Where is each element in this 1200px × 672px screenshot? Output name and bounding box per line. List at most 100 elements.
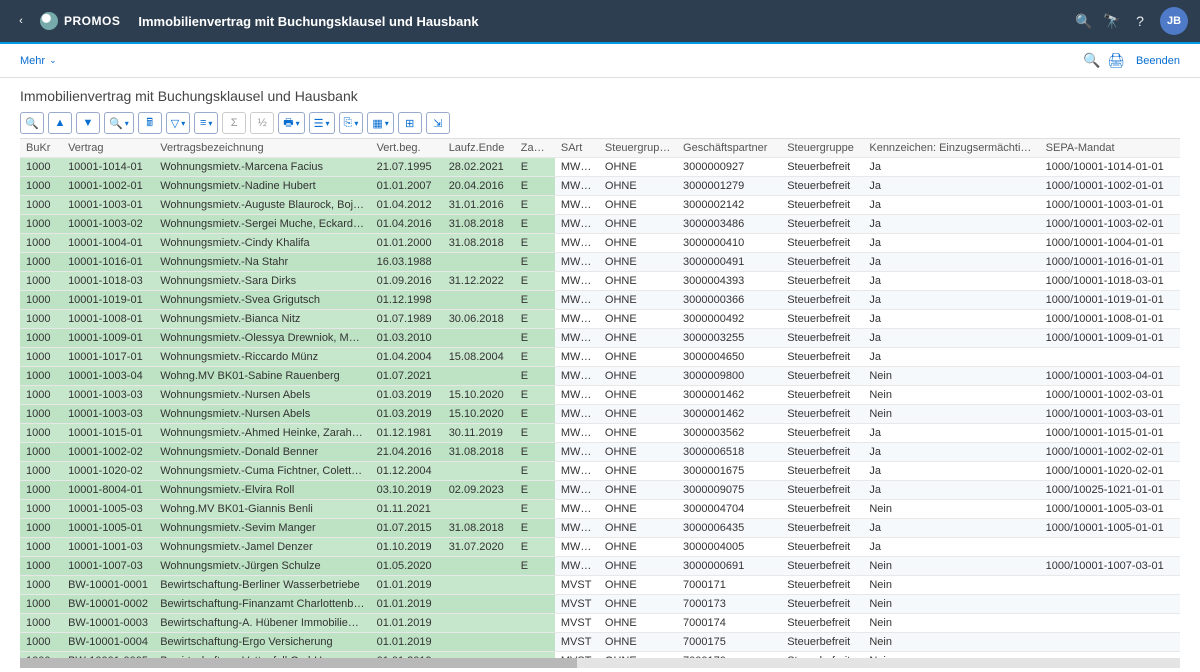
cell-ende: 31.07.2020	[443, 538, 515, 557]
toolbar-button-6[interactable]: ≡▾	[194, 112, 218, 134]
brand-logo[interactable]: PROMOS	[40, 12, 120, 30]
table-row[interactable]: 100010001-1008-01Wohnungsmietv.-Bianca N…	[20, 310, 1180, 329]
chevron-down-icon: ▾	[208, 119, 212, 128]
table-row[interactable]: 100010001-1007-03Wohnungsmietv.-Jürgen S…	[20, 557, 1180, 576]
cell-ende: 31.01.2016	[443, 196, 515, 215]
table-row[interactable]: 100010001-1002-01Wohnungsmietv.-Nadine H…	[20, 177, 1180, 196]
col-header-vertrag[interactable]: Vertrag	[62, 139, 154, 158]
more-menu[interactable]: Mehr ⌄	[20, 55, 57, 67]
col-header-ende[interactable]: Laufz.Ende	[443, 139, 515, 158]
binoculars-icon[interactable]: 🔭	[1098, 13, 1126, 30]
table-row[interactable]: 100010001-1009-01Wohnungsmietv.-Olessya …	[20, 329, 1180, 348]
col-header-sepa[interactable]: SEPA-Mandat	[1040, 139, 1180, 158]
toolbar-button-3[interactable]: 🔍▾	[104, 112, 134, 134]
cell-bukr: 1000	[20, 576, 62, 595]
toolbar-button-11[interactable]: ⎘▾	[339, 112, 364, 134]
cell-vertrag: BW-10001-0001	[62, 576, 154, 595]
table-row[interactable]: 100010001-1019-01Wohnungsmietv.-Svea Gri…	[20, 291, 1180, 310]
cell-beg: 01.01.2007	[371, 177, 443, 196]
cell-zahlw	[515, 633, 555, 652]
chevron-down-icon: ⌄	[49, 55, 57, 66]
toolbar-button-13[interactable]: ⊞	[398, 112, 422, 134]
col-header-sg1[interactable]: Steuergruppe	[599, 139, 677, 158]
cell-sg2: Steuerbefreit	[781, 386, 863, 405]
table-row[interactable]: 100010001-1002-02Wohnungsmietv.-Donald B…	[20, 443, 1180, 462]
toolbar-button-0[interactable]: 🔍	[20, 112, 44, 134]
cell-sart: MWST	[555, 196, 599, 215]
toolbar-button-14[interactable]: ⇲	[426, 112, 450, 134]
avatar[interactable]: JB	[1160, 7, 1188, 35]
col-header-bez[interactable]: Vertragsbezeichnung	[154, 139, 370, 158]
col-header-sart[interactable]: SArt	[555, 139, 599, 158]
cell-bez: Wohnungsmietv.-Bianca Nitz	[154, 310, 370, 329]
cell-sg1: OHNE	[599, 500, 677, 519]
cell-zahlw: E	[515, 519, 555, 538]
toolbar-button-2[interactable]: ▼	[76, 112, 100, 134]
col-header-kz[interactable]: Kennzeichen: Einzugsermächtigung	[863, 139, 1039, 158]
cell-beg: 01.01.2019	[371, 652, 443, 659]
table-row[interactable]: 100010001-1016-01Wohnungsmietv.-Na Stahr…	[20, 253, 1180, 272]
table-row[interactable]: 100010001-1003-02Wohnungsmietv.-Sergei M…	[20, 215, 1180, 234]
table-row[interactable]: 100010001-1015-01Wohnungsmietv.-Ahmed He…	[20, 424, 1180, 443]
cell-sepa	[1040, 652, 1180, 659]
cell-bez: Wohnungsmietv.-Auguste Blaurock, Bojana …	[154, 196, 370, 215]
cell-sg2: Steuerbefreit	[781, 196, 863, 215]
cell-bukr: 1000	[20, 633, 62, 652]
cell-sart: MWST	[555, 367, 599, 386]
toolbar-button-1[interactable]: ▲	[48, 112, 72, 134]
toolbar-button-10[interactable]: ☰▾	[309, 112, 335, 134]
table-row[interactable]: 1000BW-10001-0004Bewirtschaftung-Ergo Ve…	[20, 633, 1180, 652]
cell-bukr: 1000	[20, 215, 62, 234]
toolbar-button-9[interactable]: 🖶▾	[278, 112, 304, 134]
print-icon[interactable]: 🖨	[1104, 52, 1128, 69]
col-header-bukr[interactable]: BuKr	[20, 139, 62, 158]
table-row[interactable]: 100010001-1018-03Wohnungsmietv.-Sara Dir…	[20, 272, 1180, 291]
cell-bukr: 1000	[20, 234, 62, 253]
toolbar-button-4[interactable]: 🖩	[138, 112, 162, 134]
table-row[interactable]: 1000BW-10001-0005Bewirtschaftung-Vattenf…	[20, 652, 1180, 659]
exit-link[interactable]: Beenden	[1136, 55, 1180, 67]
horizontal-scroll-indicator[interactable]	[20, 658, 1180, 668]
cell-kz: Ja	[863, 424, 1039, 443]
table-row[interactable]: 100010001-1003-01Wohnungsmietv.-Auguste …	[20, 196, 1180, 215]
table-row[interactable]: 100010001-1001-03Wohnungsmietv.-Jamel De…	[20, 538, 1180, 557]
cell-zahlw: E	[515, 310, 555, 329]
table-row[interactable]: 100010001-1005-03Wohng.MV BK01-Giannis B…	[20, 500, 1180, 519]
cell-bez: Bewirtschaftung-A. Hübener Immobilien & …	[154, 614, 370, 633]
cell-vertrag: 10001-1005-03	[62, 500, 154, 519]
cell-sg2: Steuerbefreit	[781, 329, 863, 348]
cell-zahlw: E	[515, 386, 555, 405]
cell-bez: Wohnungsmietv.-Cindy Khalifa	[154, 234, 370, 253]
col-header-sg2[interactable]: Steuergruppe	[781, 139, 863, 158]
col-header-zahlw[interactable]: Zahlw	[515, 139, 555, 158]
table-row[interactable]: 100010001-1003-03Wohnungsmietv.-Nursen A…	[20, 405, 1180, 424]
table-row[interactable]: 100010001-8004-01Wohnungsmietv.-Elvira R…	[20, 481, 1180, 500]
cell-bukr: 1000	[20, 177, 62, 196]
scroll-thumb[interactable]	[20, 658, 577, 668]
col-header-gp[interactable]: Geschäftspartner	[677, 139, 781, 158]
table-row[interactable]: 100010001-1014-01Wohnungsmietv.-Marcena …	[20, 158, 1180, 177]
table-row[interactable]: 1000BW-10001-0002Bewirtschaftung-Finanza…	[20, 595, 1180, 614]
cell-zahlw: E	[515, 196, 555, 215]
table-row[interactable]: 100010001-1003-03Wohnungsmietv.-Nursen A…	[20, 386, 1180, 405]
toolbar-icon: 🔍	[25, 117, 39, 130]
cell-sg1: OHNE	[599, 595, 677, 614]
cell-vertrag: 10001-1001-03	[62, 538, 154, 557]
table-row[interactable]: 100010001-1004-01Wohnungsmietv.-Cindy Kh…	[20, 234, 1180, 253]
table-wrap[interactable]: BuKrVertragVertragsbezeichnungVert.beg.L…	[20, 138, 1180, 658]
search-icon[interactable]: 🔍	[1070, 13, 1098, 30]
cell-gp: 3000004704	[677, 500, 781, 519]
toolbar-button-12[interactable]: ▦▾	[367, 112, 393, 134]
cell-sg1: OHNE	[599, 652, 677, 659]
table-row[interactable]: 1000BW-10001-0003Bewirtschaftung-A. Hübe…	[20, 614, 1180, 633]
table-row[interactable]: 100010001-1003-04Wohng.MV BK01-Sabine Ra…	[20, 367, 1180, 386]
toolbar-button-5[interactable]: ▽▾	[166, 112, 190, 134]
table-row[interactable]: 100010001-1017-01Wohnungsmietv.-Riccardo…	[20, 348, 1180, 367]
find-icon[interactable]: 🔍	[1080, 52, 1104, 69]
help-icon[interactable]: ?	[1126, 13, 1154, 29]
table-row[interactable]: 100010001-1005-01Wohnungsmietv.-Sevim Ma…	[20, 519, 1180, 538]
table-row[interactable]: 1000BW-10001-0001Bewirtschaftung-Berline…	[20, 576, 1180, 595]
back-icon[interactable]: ‹	[12, 15, 30, 27]
table-row[interactable]: 100010001-1020-02Wohnungsmietv.-Cuma Fic…	[20, 462, 1180, 481]
col-header-beg[interactable]: Vert.beg.	[371, 139, 443, 158]
